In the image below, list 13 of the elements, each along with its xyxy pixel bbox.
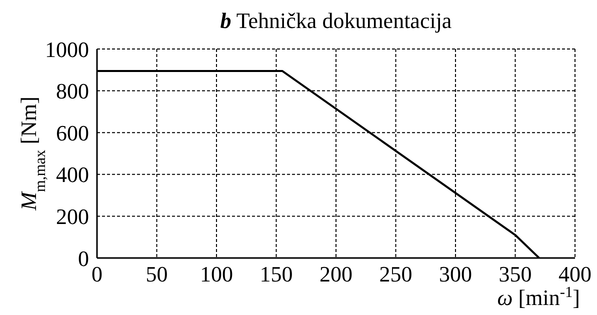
y-tick-label: 600 [56, 120, 89, 146]
y-tick-label: 800 [56, 78, 89, 104]
y-tick-label: 400 [56, 162, 89, 188]
x-tick-label: 50 [146, 262, 168, 287]
y-tick-label: 200 [56, 204, 89, 230]
x-tick-label: 250 [379, 262, 412, 287]
x-tick-label: 100 [200, 262, 233, 287]
x-tick-label: 200 [320, 262, 352, 287]
y-tick-label: 1000 [45, 36, 89, 62]
y-tick-label: 0 [78, 246, 89, 271]
chart-title: b Tehnička dokumentacija [220, 8, 452, 33]
x-tick-label: 150 [260, 262, 293, 287]
x-tick-label: 300 [439, 262, 472, 287]
